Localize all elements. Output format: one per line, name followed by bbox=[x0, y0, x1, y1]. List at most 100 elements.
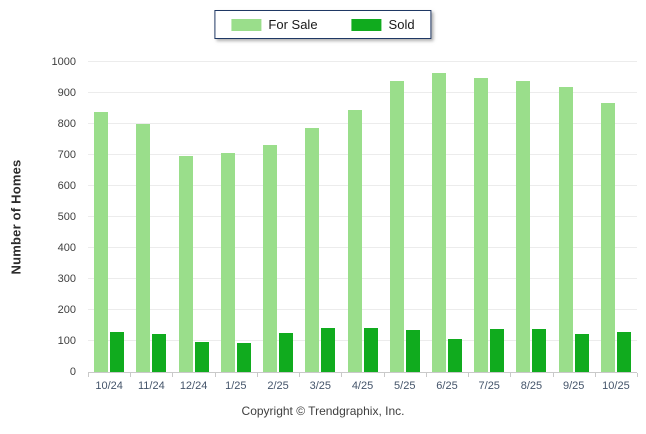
y-tick-label: 900 bbox=[57, 87, 76, 99]
y-tick-label: 500 bbox=[57, 211, 76, 223]
x-tick bbox=[468, 373, 470, 377]
x-tick-label: 5/25 bbox=[394, 380, 416, 392]
sold-bar bbox=[110, 331, 125, 372]
bar-group-8/25 bbox=[510, 62, 552, 372]
for-sale-bar bbox=[600, 102, 615, 372]
for-sale-bar bbox=[178, 156, 193, 372]
x-tick-label: 7/25 bbox=[478, 380, 500, 392]
x-tick bbox=[256, 373, 258, 377]
bar-group-11/24 bbox=[130, 62, 172, 372]
sold-bar bbox=[321, 328, 336, 372]
x-tick bbox=[510, 373, 512, 377]
legend-label-sold: Sold bbox=[388, 17, 415, 32]
y-tick-label: 0 bbox=[69, 366, 76, 378]
sold-bar bbox=[194, 341, 209, 372]
x-tick bbox=[425, 373, 427, 377]
copyright-text: Copyright © Trendgraphix, Inc. bbox=[241, 404, 405, 418]
x-tick-label: 3/25 bbox=[309, 380, 331, 392]
for-sale-bar bbox=[94, 111, 109, 372]
x-tick bbox=[172, 373, 174, 377]
y-tick-label: 200 bbox=[57, 304, 76, 316]
bar-group-6/25 bbox=[426, 62, 468, 372]
x-tick-label: 10/24 bbox=[95, 380, 123, 392]
gridline bbox=[88, 154, 637, 155]
sold-bar bbox=[405, 330, 420, 372]
gridline bbox=[88, 185, 637, 186]
gridline bbox=[88, 92, 637, 93]
x-tick-label: 4/25 bbox=[351, 380, 374, 392]
y-tick-label: 600 bbox=[57, 180, 76, 192]
bar-group-2/25 bbox=[257, 62, 299, 372]
sold-bar bbox=[447, 338, 462, 372]
for-sale-bar bbox=[263, 144, 278, 372]
x-tick bbox=[341, 373, 343, 377]
x-tick-label: 1/25 bbox=[225, 380, 247, 392]
y-axis-title: Number of Homes bbox=[8, 159, 24, 275]
for-sale-bar bbox=[516, 80, 531, 372]
x-tick bbox=[552, 373, 554, 377]
legend-item-for-sale: For Sale bbox=[231, 17, 318, 32]
gridline bbox=[88, 309, 637, 310]
y-tick-label: 700 bbox=[57, 149, 76, 161]
gridline bbox=[88, 247, 637, 248]
y-tick-label: 800 bbox=[57, 118, 76, 130]
x-tick-label: 9/25 bbox=[562, 380, 585, 392]
sold-bar bbox=[236, 342, 251, 372]
bar-group-10/25 bbox=[595, 62, 637, 372]
for-sale-bar bbox=[220, 152, 235, 372]
for-sale-bar bbox=[389, 80, 404, 372]
for-sale-bar bbox=[431, 72, 446, 372]
x-axis-tick-labels: 10/24 11/24 12/24 1/25 2/25 3/25 4/25 5/25 6/25 7… bbox=[88, 380, 637, 392]
y-axis-tick-labels: 0 100 200 300 400 500 600 700 800 900 1000 bbox=[38, 56, 82, 378]
gridline bbox=[88, 278, 637, 279]
y-tick-label: 100 bbox=[57, 335, 76, 347]
x-tick-label: 2/25 bbox=[267, 380, 289, 392]
for-sale-swatch-icon bbox=[231, 18, 262, 31]
for-sale-bar bbox=[558, 86, 573, 372]
x-tick-label: 11/24 bbox=[137, 380, 165, 392]
bar-group-12/24 bbox=[172, 62, 214, 372]
bar-group-1/25 bbox=[215, 62, 257, 372]
legend-item-sold: Sold bbox=[351, 17, 415, 32]
x-tick bbox=[383, 373, 385, 377]
plot-area bbox=[88, 61, 637, 373]
y-tick-label: 300 bbox=[57, 273, 76, 285]
bar-group-10/24 bbox=[88, 62, 130, 372]
sold-bar bbox=[279, 332, 294, 372]
gridline bbox=[88, 61, 637, 62]
gridline bbox=[88, 340, 637, 341]
x-tick bbox=[130, 373, 132, 377]
bar-group-9/25 bbox=[553, 62, 595, 372]
gridline bbox=[88, 123, 637, 124]
x-tick bbox=[594, 373, 596, 377]
bar-group-5/25 bbox=[384, 62, 426, 372]
x-tick bbox=[637, 373, 638, 377]
y-tick-label: 1000 bbox=[51, 56, 76, 68]
for-sale-bar bbox=[347, 110, 362, 372]
sold-bar bbox=[363, 327, 378, 372]
bars-container bbox=[88, 62, 637, 372]
x-tick-label: 6/25 bbox=[436, 380, 458, 392]
bar-group-7/25 bbox=[468, 62, 510, 372]
x-tick bbox=[88, 373, 89, 377]
gridline bbox=[88, 216, 637, 217]
x-axis-ticks bbox=[88, 373, 638, 377]
x-tick-label: 10/25 bbox=[602, 380, 630, 392]
for-sale-bar bbox=[136, 124, 151, 372]
bar-group-3/25 bbox=[299, 62, 341, 372]
y-tick-label: 400 bbox=[57, 242, 76, 254]
sold-bar bbox=[532, 328, 547, 372]
x-tick-label: 8/25 bbox=[520, 380, 543, 392]
sold-swatch-icon bbox=[351, 18, 382, 31]
sold-bar bbox=[490, 328, 505, 372]
sold-bar bbox=[616, 332, 631, 372]
x-tick bbox=[214, 373, 216, 377]
for-sale-bar bbox=[305, 127, 320, 372]
x-tick-label: 12/24 bbox=[179, 380, 208, 392]
bar-group-4/25 bbox=[341, 62, 383, 372]
chart-legend: For Sale Sold bbox=[214, 10, 432, 39]
sold-bar bbox=[574, 333, 589, 372]
sold-bar bbox=[152, 334, 167, 372]
x-tick bbox=[299, 373, 301, 377]
